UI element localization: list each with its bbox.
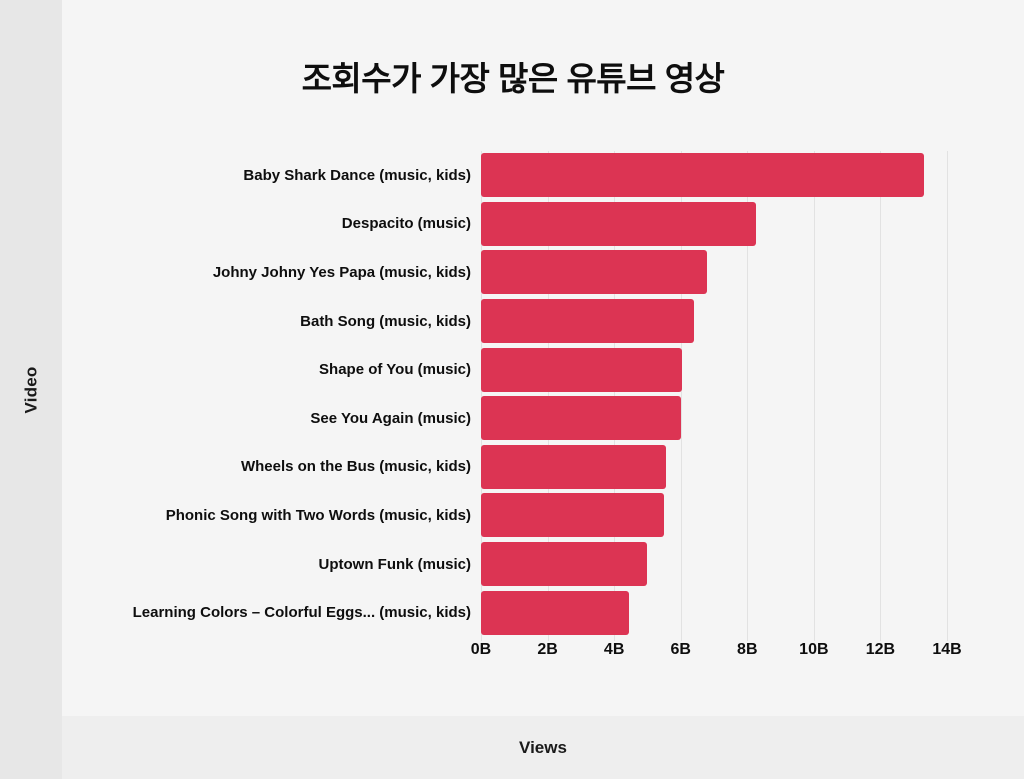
bar-track — [481, 201, 947, 246]
bar-row: Uptown Funk (music) — [62, 540, 1024, 589]
bar — [481, 493, 665, 538]
bar-label: See You Again (music) — [310, 409, 471, 427]
bar-label: Johny Johny Yes Papa (music, kids) — [212, 263, 471, 281]
bar — [481, 396, 681, 441]
bar-label: Uptown Funk (music) — [318, 555, 472, 573]
chart-panel: 조회수가 가장 많은 유튜브 영상 Baby Shark Dance (musi… — [62, 0, 1024, 716]
chart-title: 조회수가 가장 많은 유튜브 영상 — [301, 60, 725, 97]
bar-track — [481, 347, 947, 392]
bar-rows: Baby Shark Dance (music, kids) Despacito … — [62, 151, 1024, 637]
bar-row: Johny Johny Yes Papa (music, kids) — [62, 248, 1024, 297]
x-tick-label: 14B — [932, 641, 962, 658]
bar — [481, 201, 756, 246]
x-tick-label: 4B — [603, 641, 625, 658]
bar-row: Wheels on the Bus (music, kids) — [62, 443, 1024, 492]
bar — [481, 153, 924, 198]
bar-row: See You Again (music) — [62, 394, 1024, 443]
bar — [481, 299, 695, 344]
bar — [481, 542, 648, 587]
gridline — [947, 151, 948, 641]
bar-row: Bath Song (music, kids) — [62, 297, 1024, 346]
gridline — [481, 151, 482, 641]
bar-track — [481, 493, 947, 538]
gridline — [680, 151, 682, 641]
y-axis-title: Video — [20, 366, 40, 413]
bar — [481, 590, 630, 635]
bar-label: Baby Shark Dance (music, kids) — [243, 166, 471, 184]
bar-row: Learning Colors – Colorful Eggs... (musi… — [62, 588, 1024, 637]
bar-label: Bath Song (music, kids) — [300, 312, 471, 330]
bar-track — [481, 299, 947, 344]
x-tick-label: 8B — [737, 641, 758, 658]
x-tick-label: 0B — [470, 641, 492, 658]
bar — [481, 250, 708, 295]
bar — [481, 444, 666, 489]
bar-label: Shape of You (music) — [319, 361, 471, 379]
bar-label: Despacito (music) — [341, 215, 471, 233]
bar-track — [481, 396, 947, 441]
bar-track — [481, 153, 947, 198]
y-axis-title-strip: Video — [0, 0, 62, 779]
gridline — [747, 151, 749, 641]
gridline — [813, 151, 815, 641]
x-tick-label: 6B — [670, 641, 691, 658]
bar-label: Wheels on the Bus (music, kids) — [240, 458, 471, 476]
bar-label: Learning Colors – Colorful Eggs... (musi… — [132, 604, 471, 622]
bar-row: Despacito (music) — [62, 200, 1024, 249]
bar-track — [481, 444, 947, 489]
bar-track — [481, 542, 947, 587]
bar-label: Phonic Song with Two Words (music, kids) — [165, 506, 471, 524]
bar — [481, 347, 683, 392]
x-axis-ticks: 0B 2B 4B 6B 8B 10B 12B 14B — [471, 641, 962, 663]
bar-row: Shape of You (music) — [62, 345, 1024, 394]
bar-track — [481, 250, 947, 295]
x-axis-title-band: Views — [62, 716, 1024, 779]
bar-track — [481, 590, 947, 635]
gridline — [547, 151, 549, 641]
gridlines — [481, 151, 948, 641]
gridline — [614, 151, 616, 641]
x-tick-label: 10B — [799, 641, 829, 658]
x-tick-label: 2B — [537, 641, 558, 658]
gridline — [880, 151, 882, 641]
x-axis-title: Views — [519, 737, 567, 757]
x-tick-label: 12B — [865, 641, 896, 658]
bar-row: Phonic Song with Two Words (music, kids) — [62, 491, 1024, 540]
bar-row: Baby Shark Dance (music, kids) — [62, 151, 1024, 200]
